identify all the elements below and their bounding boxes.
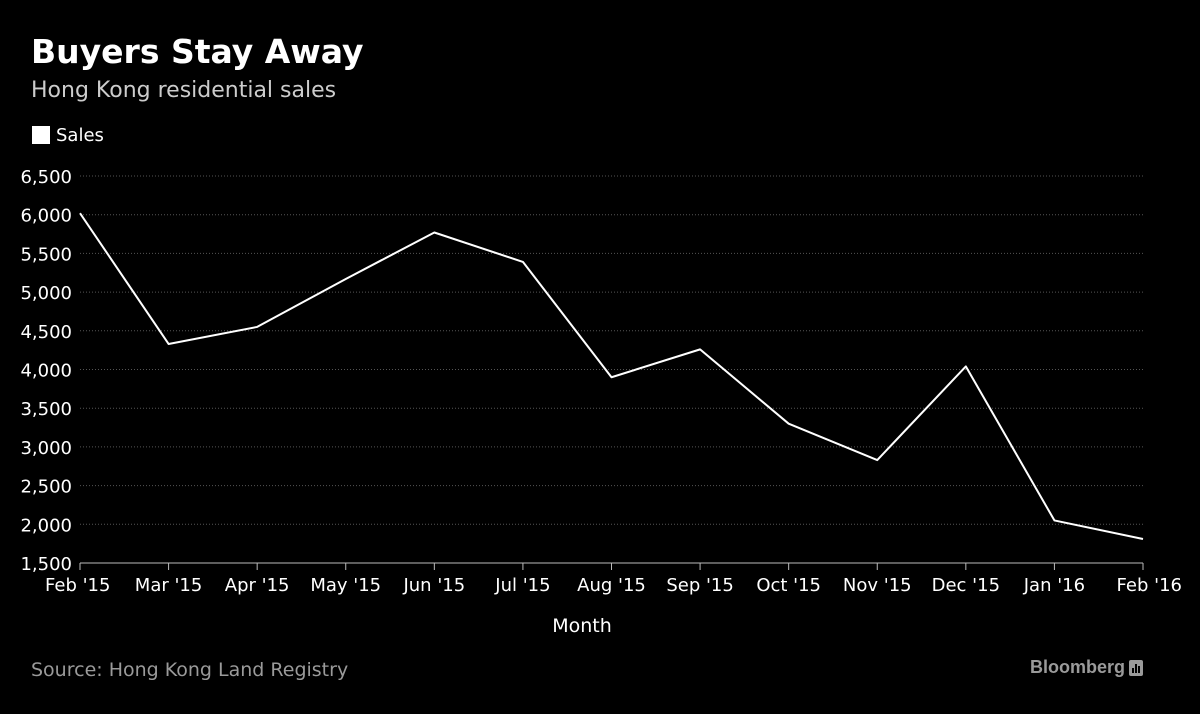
x-tick-label: Mar '15: [135, 575, 203, 596]
grid-lines: [80, 175, 1143, 564]
bloomberg-logo-icon: [1129, 659, 1144, 676]
x-tick-label: Jul '15: [494, 575, 550, 596]
x-tick-label: Feb '15: [45, 575, 110, 596]
y-tick-label: 5,000: [20, 283, 72, 304]
x-tick-label: Feb '16: [1117, 575, 1182, 596]
x-tick-label: Nov '15: [843, 575, 912, 596]
y-tick-label: 6,000: [20, 206, 72, 227]
y-tick-label: 2,500: [20, 477, 72, 498]
y-tick-label: 4,000: [20, 361, 72, 382]
x-tick-label: Jun '15: [402, 575, 465, 596]
chart-title: Buyers Stay Away: [31, 32, 364, 71]
y-axis-ticks: 1,500 2,000 2,500 3,000 3,500 4,000 4,500 5,000…: [20, 167, 72, 575]
x-tick-label: Dec '15: [932, 575, 1000, 596]
y-tick-label: 3,000: [20, 438, 72, 459]
y-tick-label: 6,500: [20, 167, 72, 188]
x-axis-label: Month: [552, 615, 612, 637]
x-tick-label: Aug '15: [577, 575, 646, 596]
brand-name: Bloomberg: [1030, 657, 1126, 677]
x-tick-label: Sep '15: [666, 575, 734, 596]
y-tick-label: 3,500: [20, 399, 72, 420]
x-tick-label: Apr '15: [225, 575, 290, 596]
chart-subtitle: Hong Kong residential sales: [31, 78, 337, 103]
legend: Sales: [32, 124, 104, 146]
x-axis-ticks: Feb '15 Mar '15 Apr '15 May '15 Jun '15 Jul '…: [45, 563, 1182, 596]
y-tick-label: 4,500: [20, 322, 72, 343]
series-line-sales: [79, 212, 1144, 540]
x-tick-label: May '15: [310, 575, 381, 596]
x-tick-label: Jan '16: [1023, 575, 1085, 596]
x-tick-label: Oct '15: [756, 575, 821, 596]
y-tick-label: 1,500: [20, 554, 72, 575]
brand-logo: Bloomberg: [1030, 657, 1144, 678]
legend-swatch-sales: [32, 126, 50, 144]
source-note: Source: Hong Kong Land Registry: [31, 659, 349, 681]
y-tick-label: 5,500: [20, 244, 72, 265]
legend-label-sales: Sales: [56, 124, 104, 146]
series-sales: [79, 212, 1144, 540]
y-tick-label: 2,000: [20, 515, 72, 536]
